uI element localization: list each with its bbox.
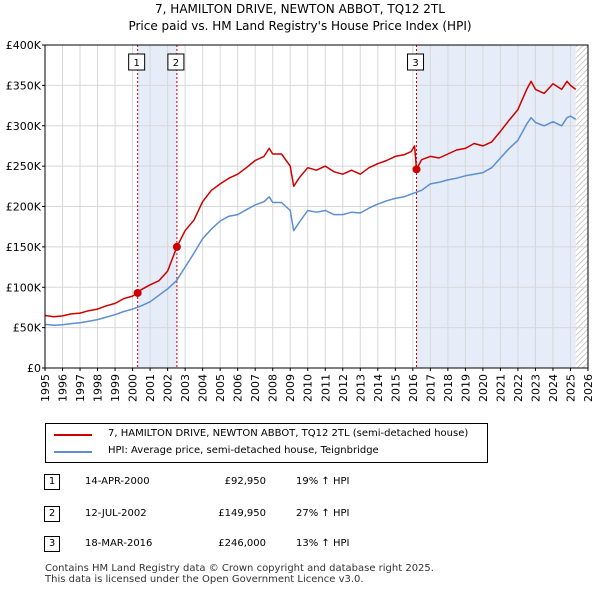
y-tick-label: £250K xyxy=(6,160,42,173)
sale-price: £92,950 xyxy=(224,476,266,487)
sale-date: 14-APR-2000 xyxy=(85,476,150,487)
y-tick-label: £0 xyxy=(27,362,41,375)
legend-swatch-hpi xyxy=(54,451,92,453)
sale-marker-label-1: 1 xyxy=(133,58,139,69)
x-tick-label: 2004 xyxy=(197,374,210,402)
x-tick-label: 2023 xyxy=(529,374,542,402)
x-tick-label: 2007 xyxy=(249,374,262,402)
series-line-hpi xyxy=(45,115,577,326)
x-tick-label: 2016 xyxy=(407,374,420,402)
x-tick-label: 2010 xyxy=(302,374,315,402)
sale-marker-label-3: 3 xyxy=(412,58,418,69)
x-tick-label: 1999 xyxy=(109,374,122,402)
x-tick-label: 2000 xyxy=(127,374,140,402)
x-tick-label: 2009 xyxy=(284,374,297,402)
sale-number-badge: 3 xyxy=(44,536,60,552)
sale-row: 3 18-MAR-2016 £246,000 13% ↑ HPI xyxy=(0,536,600,554)
sale-hpi-change: 13% ↑ HPI xyxy=(296,538,350,549)
sale-marker-label-2: 2 xyxy=(173,58,179,69)
y-tick-label: £200K xyxy=(6,201,42,214)
chart-title-line1: 7, HAMILTON DRIVE, NEWTON ABBOT, TQ12 2T… xyxy=(155,2,445,16)
x-tick-label: 1997 xyxy=(74,374,87,402)
y-tick-label: £300K xyxy=(6,120,42,133)
legend-label-hpi: HPI: Average price, semi-detached house,… xyxy=(108,445,379,456)
sale-point-1 xyxy=(133,288,142,297)
x-tick-label: 2019 xyxy=(459,374,472,402)
sale-point-2 xyxy=(172,242,181,251)
footer-line-2: This data is licensed under the Open Gov… xyxy=(45,574,364,585)
sale-date: 12-JUL-2002 xyxy=(85,508,147,519)
sale-row: 2 12-JUL-2002 £149,950 27% ↑ HPI xyxy=(0,506,600,524)
legend-label-property: 7, HAMILTON DRIVE, NEWTON ABBOT, TQ12 2T… xyxy=(108,428,469,439)
sale-number-badge: 2 xyxy=(44,506,60,522)
y-tick-label: £400K xyxy=(6,39,42,52)
x-tick-label: 2005 xyxy=(214,374,227,402)
x-tick-label: 2025 xyxy=(564,374,577,402)
sale-price: £149,950 xyxy=(218,508,266,519)
x-tick-label: 2008 xyxy=(267,374,280,402)
y-tick-label: £50K xyxy=(13,322,42,335)
sale-number-badge: 1 xyxy=(44,474,60,490)
sale-marker-box-3 xyxy=(407,53,425,71)
sale-price: £246,000 xyxy=(218,538,266,549)
y-tick-label: £350K xyxy=(6,79,42,92)
legend-swatch-property xyxy=(54,434,92,436)
x-tick-label: 2014 xyxy=(372,374,385,402)
x-tick-label: 2020 xyxy=(477,374,490,402)
x-tick-label: 2002 xyxy=(162,374,175,402)
price-chart: 1 2 3 £0 £50K £100K £150K £200K £250K £300K £350K £… xyxy=(6,39,595,402)
x-tick-label: 2022 xyxy=(512,374,525,402)
x-tick-label: 1998 xyxy=(92,374,105,402)
x-tick-label: 1995 xyxy=(39,374,52,402)
footer-line-1: Contains HM Land Registry data © Crown c… xyxy=(45,563,434,574)
x-tick-label: 1996 xyxy=(57,374,70,402)
sale-date: 18-MAR-2016 xyxy=(85,538,153,549)
x-tick-label: 2017 xyxy=(424,374,437,402)
x-tick-label: 2011 xyxy=(319,374,332,402)
sale-point-3 xyxy=(412,165,421,174)
y-tick-label: £100K xyxy=(6,281,42,294)
x-tick-label: 2026 xyxy=(582,374,595,402)
x-tick-label: 2024 xyxy=(547,374,560,402)
x-tick-label: 2021 xyxy=(494,374,507,402)
sale-hpi-change: 27% ↑ HPI xyxy=(296,508,350,519)
x-tick-label: 2013 xyxy=(354,374,367,402)
sale-marker-box-2 xyxy=(167,53,185,71)
chart-legend: 7, HAMILTON DRIVE, NEWTON ABBOT, TQ12 2T… xyxy=(45,423,488,463)
sale-hpi-change: 19% ↑ HPI xyxy=(296,476,350,487)
chart-title-line2: Price paid vs. HM Land Registry's House … xyxy=(128,19,472,33)
x-tick-label: 2015 xyxy=(389,374,402,402)
footer-attribution: Contains HM Land Registry data © Crown c… xyxy=(45,563,434,585)
x-tick-label: 2012 xyxy=(337,374,350,402)
x-tick-label: 2006 xyxy=(232,374,245,402)
y-tick-label: £150K xyxy=(6,241,42,254)
x-tick-label: 2018 xyxy=(442,374,455,402)
sale-row: 1 14-APR-2000 £92,950 19% ↑ HPI xyxy=(0,474,600,492)
x-tick-label: 2001 xyxy=(144,374,157,402)
sale-marker-box-1 xyxy=(128,53,146,71)
x-tick-label: 2003 xyxy=(179,374,192,402)
